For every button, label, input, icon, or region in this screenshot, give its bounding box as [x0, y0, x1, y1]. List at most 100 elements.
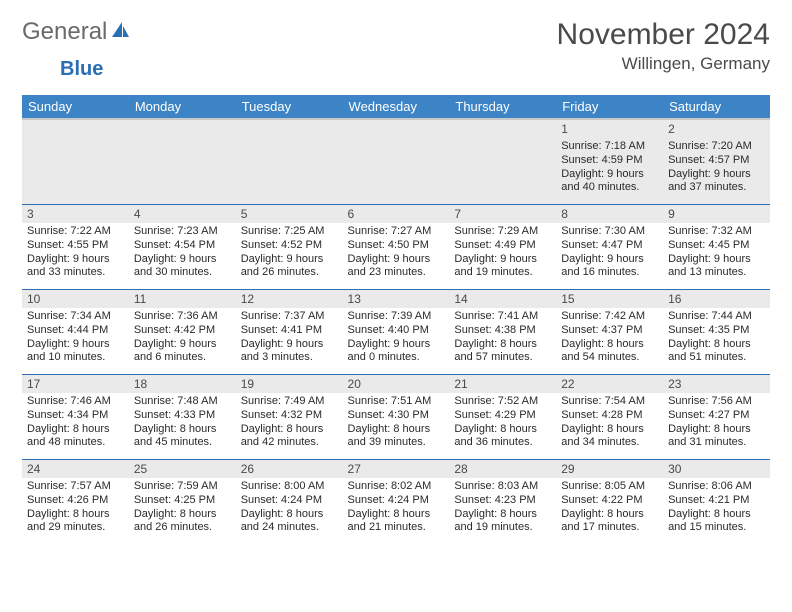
calendar-day-cell: 18Sunrise: 7:48 AMSunset: 4:33 PMDayligh… — [129, 375, 236, 460]
day-number: 24 — [22, 460, 129, 478]
daylight-text: Daylight: 8 hours and 15 minutes. — [668, 508, 765, 536]
daylight-text: Daylight: 8 hours and 54 minutes. — [561, 338, 658, 366]
daylight-text: Daylight: 9 hours and 13 minutes. — [668, 253, 765, 281]
day-number: 7 — [449, 205, 556, 223]
daylight-text: Daylight: 9 hours and 37 minutes. — [668, 168, 765, 196]
daylight-text: Daylight: 9 hours and 3 minutes. — [241, 338, 338, 366]
sunrise-text: Sunrise: 7:59 AM — [134, 480, 231, 494]
day-number — [449, 120, 556, 137]
daylight-text: Daylight: 8 hours and 57 minutes. — [454, 338, 551, 366]
sunset-text: Sunset: 4:59 PM — [561, 154, 658, 168]
calendar-day-cell: 8Sunrise: 7:30 AMSunset: 4:47 PMDaylight… — [556, 205, 663, 290]
sunset-text: Sunset: 4:50 PM — [348, 239, 445, 253]
daylight-text: Daylight: 9 hours and 6 minutes. — [134, 338, 231, 366]
daylight-text: Daylight: 9 hours and 0 minutes. — [348, 338, 445, 366]
day-number: 9 — [663, 205, 770, 223]
day-body: Sunrise: 8:06 AMSunset: 4:21 PMDaylight:… — [663, 478, 770, 544]
day-number: 17 — [22, 375, 129, 393]
sunset-text: Sunset: 4:38 PM — [454, 324, 551, 338]
daylight-text: Daylight: 9 hours and 16 minutes. — [561, 253, 658, 281]
day-body: Sunrise: 7:51 AMSunset: 4:30 PMDaylight:… — [343, 393, 450, 459]
sunrise-text: Sunrise: 7:52 AM — [454, 395, 551, 409]
day-number: 26 — [236, 460, 343, 478]
day-number — [236, 120, 343, 137]
day-number: 18 — [129, 375, 236, 393]
day-number: 25 — [129, 460, 236, 478]
sunrise-text: Sunrise: 7:54 AM — [561, 395, 658, 409]
calendar-day-cell: 7Sunrise: 7:29 AMSunset: 4:49 PMDaylight… — [449, 205, 556, 290]
calendar-day-cell — [129, 119, 236, 205]
daylight-text: Daylight: 8 hours and 42 minutes. — [241, 423, 338, 451]
daylight-text: Daylight: 9 hours and 40 minutes. — [561, 168, 658, 196]
day-body: Sunrise: 7:46 AMSunset: 4:34 PMDaylight:… — [22, 393, 129, 459]
calendar-week-row: 24Sunrise: 7:57 AMSunset: 4:26 PMDayligh… — [22, 460, 770, 545]
sunset-text: Sunset: 4:52 PM — [241, 239, 338, 253]
sunrise-text: Sunrise: 8:06 AM — [668, 480, 765, 494]
calendar-day-cell: 3Sunrise: 7:22 AMSunset: 4:55 PMDaylight… — [22, 205, 129, 290]
calendar-page: General November 2024 Willingen, Germany… — [0, 0, 792, 562]
sunset-text: Sunset: 4:24 PM — [348, 494, 445, 508]
sunrise-text: Sunrise: 8:02 AM — [348, 480, 445, 494]
daylight-text: Daylight: 9 hours and 26 minutes. — [241, 253, 338, 281]
day-number: 12 — [236, 290, 343, 308]
day-body: Sunrise: 7:27 AMSunset: 4:50 PMDaylight:… — [343, 223, 450, 289]
day-number: 10 — [22, 290, 129, 308]
day-body: Sunrise: 8:02 AMSunset: 4:24 PMDaylight:… — [343, 478, 450, 544]
day-body: Sunrise: 7:39 AMSunset: 4:40 PMDaylight:… — [343, 308, 450, 374]
weekday-header-row: Sunday Monday Tuesday Wednesday Thursday… — [22, 95, 770, 119]
calendar-day-cell: 22Sunrise: 7:54 AMSunset: 4:28 PMDayligh… — [556, 375, 663, 460]
calendar-week-row: 1Sunrise: 7:18 AMSunset: 4:59 PMDaylight… — [22, 119, 770, 205]
brand-logo: General — [22, 18, 133, 46]
weekday-wednesday: Wednesday — [343, 95, 450, 119]
sunrise-text: Sunrise: 7:51 AM — [348, 395, 445, 409]
sunrise-text: Sunrise: 7:18 AM — [561, 140, 658, 154]
sunset-text: Sunset: 4:21 PM — [668, 494, 765, 508]
sunrise-text: Sunrise: 7:22 AM — [27, 225, 124, 239]
sunrise-text: Sunrise: 7:48 AM — [134, 395, 231, 409]
day-number: 8 — [556, 205, 663, 223]
sunset-text: Sunset: 4:25 PM — [134, 494, 231, 508]
day-body: Sunrise: 7:22 AMSunset: 4:55 PMDaylight:… — [22, 223, 129, 289]
daylight-text: Daylight: 8 hours and 39 minutes. — [348, 423, 445, 451]
day-body: Sunrise: 7:54 AMSunset: 4:28 PMDaylight:… — [556, 393, 663, 459]
calendar-day-cell: 30Sunrise: 8:06 AMSunset: 4:21 PMDayligh… — [663, 460, 770, 545]
calendar-day-cell: 4Sunrise: 7:23 AMSunset: 4:54 PMDaylight… — [129, 205, 236, 290]
calendar-day-cell: 13Sunrise: 7:39 AMSunset: 4:40 PMDayligh… — [343, 290, 450, 375]
logo-general-text: General — [22, 18, 107, 46]
daylight-text: Daylight: 8 hours and 26 minutes. — [134, 508, 231, 536]
sunset-text: Sunset: 4:55 PM — [27, 239, 124, 253]
sunset-text: Sunset: 4:35 PM — [668, 324, 765, 338]
day-number: 15 — [556, 290, 663, 308]
day-number: 3 — [22, 205, 129, 223]
day-number: 16 — [663, 290, 770, 308]
calendar-day-cell: 23Sunrise: 7:56 AMSunset: 4:27 PMDayligh… — [663, 375, 770, 460]
calendar-day-cell: 15Sunrise: 7:42 AMSunset: 4:37 PMDayligh… — [556, 290, 663, 375]
day-number: 4 — [129, 205, 236, 223]
sunrise-text: Sunrise: 7:44 AM — [668, 310, 765, 324]
calendar-day-cell: 12Sunrise: 7:37 AMSunset: 4:41 PMDayligh… — [236, 290, 343, 375]
day-number: 1 — [556, 120, 663, 138]
sunrise-text: Sunrise: 7:23 AM — [134, 225, 231, 239]
sunrise-text: Sunrise: 8:00 AM — [241, 480, 338, 494]
weekday-saturday: Saturday — [663, 95, 770, 119]
sunset-text: Sunset: 4:42 PM — [134, 324, 231, 338]
day-number: 13 — [343, 290, 450, 308]
daylight-text: Daylight: 8 hours and 45 minutes. — [134, 423, 231, 451]
day-number — [129, 120, 236, 137]
sunset-text: Sunset: 4:24 PM — [241, 494, 338, 508]
day-number: 20 — [343, 375, 450, 393]
day-number: 22 — [556, 375, 663, 393]
sunrise-text: Sunrise: 7:20 AM — [668, 140, 765, 154]
daylight-text: Daylight: 9 hours and 23 minutes. — [348, 253, 445, 281]
calendar-week-row: 10Sunrise: 7:34 AMSunset: 4:44 PMDayligh… — [22, 290, 770, 375]
calendar-day-cell: 1Sunrise: 7:18 AMSunset: 4:59 PMDaylight… — [556, 119, 663, 205]
sunset-text: Sunset: 4:49 PM — [454, 239, 551, 253]
calendar-body: 1Sunrise: 7:18 AMSunset: 4:59 PMDaylight… — [22, 119, 770, 544]
day-number: 14 — [449, 290, 556, 308]
calendar-day-cell: 24Sunrise: 7:57 AMSunset: 4:26 PMDayligh… — [22, 460, 129, 545]
day-number: 28 — [449, 460, 556, 478]
calendar-day-cell — [343, 119, 450, 205]
day-body: Sunrise: 7:18 AMSunset: 4:59 PMDaylight:… — [556, 138, 663, 204]
calendar-day-cell: 2Sunrise: 7:20 AMSunset: 4:57 PMDaylight… — [663, 119, 770, 205]
calendar-day-cell: 17Sunrise: 7:46 AMSunset: 4:34 PMDayligh… — [22, 375, 129, 460]
